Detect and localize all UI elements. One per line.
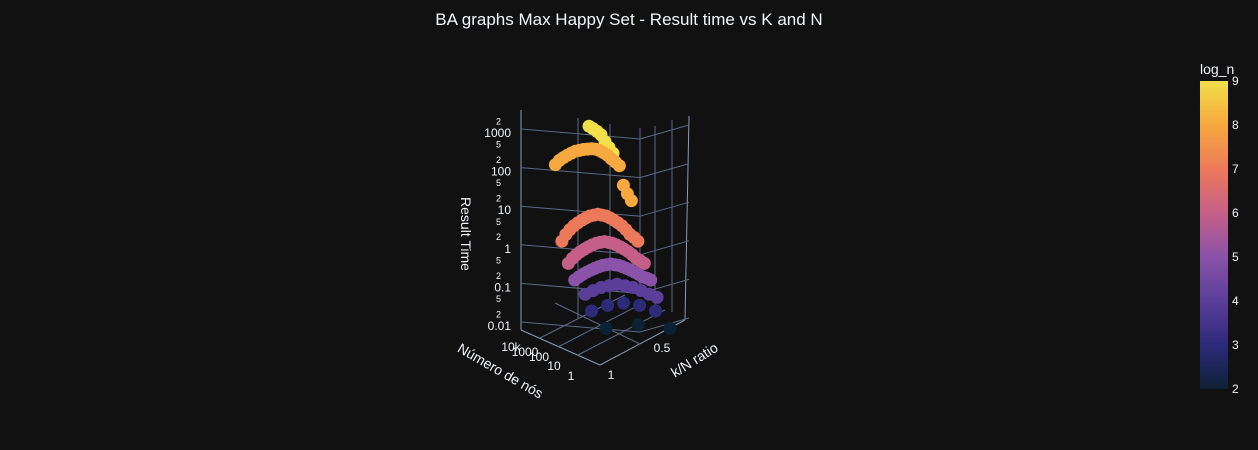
data-point [585, 304, 599, 318]
x-tick-label: 0.5 [654, 341, 671, 355]
colorbar-tick-label: 6 [1232, 206, 1239, 220]
data-point [601, 298, 615, 312]
z-minor-tick-label: 2 [496, 116, 501, 126]
colorbar-tick-label: 4 [1232, 294, 1239, 308]
grid-line [577, 309, 666, 356]
data-point [631, 318, 645, 332]
grid-line [639, 124, 690, 140]
data-point [631, 234, 645, 248]
z-tick-label: 0.1 [494, 280, 511, 294]
y-tick-label: 10k [501, 340, 521, 354]
z-minor-tick-label: 5 [496, 255, 501, 265]
z-tick-label: 1000 [484, 126, 511, 140]
z-minor-tick-label: 5 [496, 178, 501, 188]
z-minor-tick-label: 5 [496, 140, 501, 150]
grid-line [520, 282, 641, 294]
grid-line [520, 167, 641, 179]
y-tick-label: 1000 [512, 345, 539, 359]
data-point [612, 159, 626, 173]
colorbar-tick-label: 5 [1232, 250, 1239, 264]
y-axis-line [520, 329, 601, 366]
y-tick-label: 10 [547, 359, 561, 373]
grid-line [554, 302, 641, 345]
grid-line [520, 321, 641, 333]
colorbar-title: log_n [1200, 61, 1234, 77]
data-point [599, 321, 613, 335]
colorbar-tick-label: 2 [1232, 382, 1239, 396]
z-tick-label: 0.01 [488, 319, 512, 333]
data-point [633, 298, 647, 312]
colorbar-tick-label: 3 [1232, 338, 1239, 352]
x-axis-title: k/N ratio [668, 339, 721, 380]
x-tick-label: 1 [608, 368, 615, 382]
z-tick-label: 100 [491, 165, 511, 179]
data-point [624, 194, 638, 208]
y-tick-label: 100 [529, 350, 549, 364]
colorbar-ticks: 2 3 4 5 6 7 8 9 [1232, 74, 1239, 396]
data-point [663, 321, 677, 335]
grid-line [639, 163, 690, 179]
colorbar-tick-label: 9 [1232, 74, 1239, 88]
data-point [637, 256, 651, 270]
z-minor-tick-label: 2 [496, 309, 501, 319]
z-minor-tick-label: 2 [496, 232, 501, 242]
data-point [649, 304, 663, 318]
data-point [644, 273, 658, 287]
points-layer [548, 119, 677, 335]
colorbar-tick-label: 8 [1232, 118, 1239, 132]
z-minor-tick-label: 2 [496, 194, 501, 204]
z-minor-tick-label: 2 [496, 271, 501, 281]
colorbar-tick-label: 7 [1232, 162, 1239, 176]
grid-line [520, 205, 641, 217]
data-point [650, 290, 664, 304]
chart-title: BA graphs Max Happy Set - Result time vs… [435, 10, 822, 29]
z-axis-title: Result Time [458, 197, 474, 271]
z-tick-label: 1 [504, 242, 511, 256]
colorbar [1200, 81, 1228, 389]
z-tick-label: 10 [498, 203, 512, 217]
data-point [617, 296, 631, 310]
grid-line [684, 115, 690, 321]
z-minor-tick-label: 5 [496, 294, 501, 304]
grid-line [520, 128, 641, 140]
z-minor-tick-label: 2 [496, 155, 501, 165]
grid-line [639, 201, 690, 217]
grid-line [639, 240, 690, 256]
z-minor-tick-label: 5 [496, 217, 501, 227]
y-tick-label: 1 [568, 369, 575, 383]
